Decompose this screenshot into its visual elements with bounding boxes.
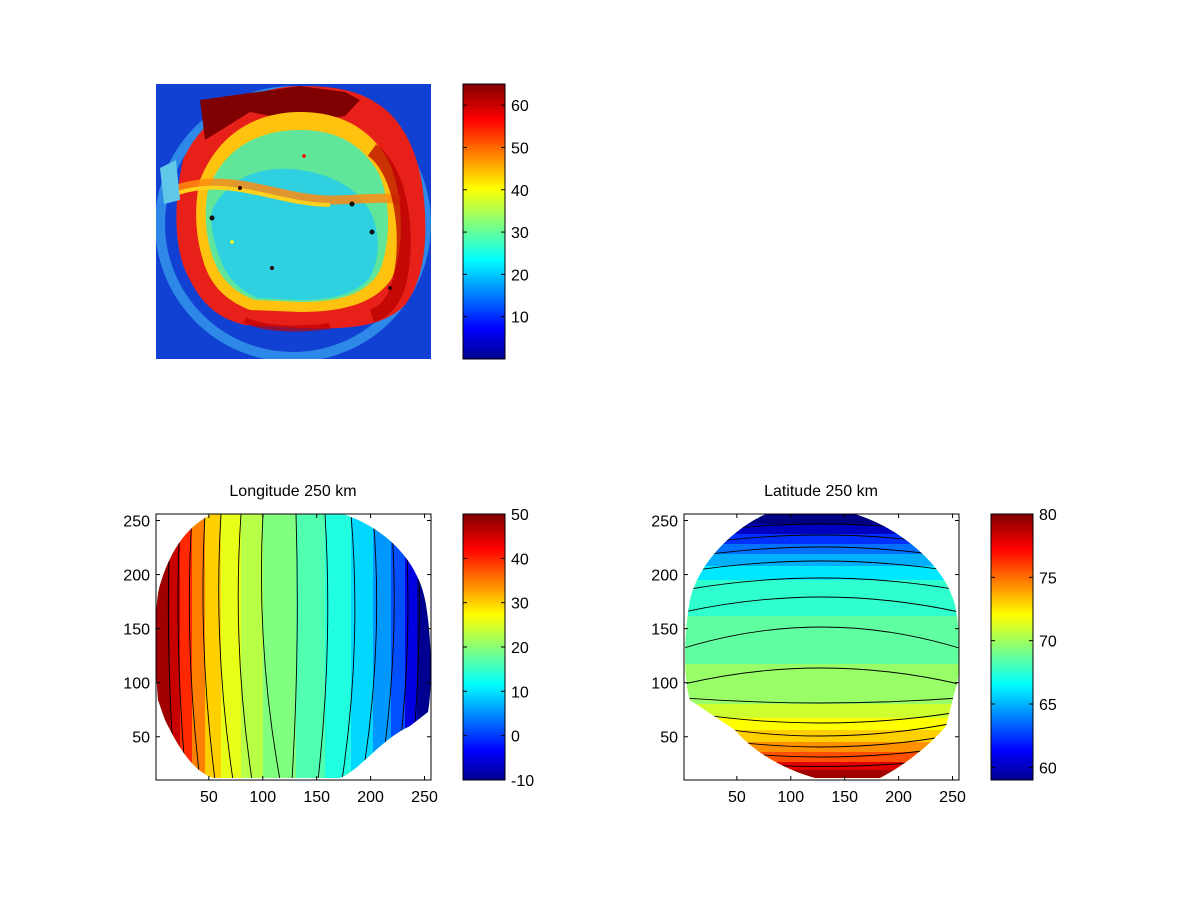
colorbar-tick-label: 20 xyxy=(511,640,529,657)
y-tick-label: 200 xyxy=(123,568,150,585)
colorbar-tick-label: 10 xyxy=(511,684,529,701)
colorbar-tick-label: 40 xyxy=(511,551,529,568)
x-tick-label: 100 xyxy=(249,789,276,806)
colorbar-tick-label: 10 xyxy=(511,310,529,327)
latitude-title: Latitude 250 km xyxy=(764,483,878,500)
longitude-colorbar xyxy=(462,513,506,781)
y-tick-label: 50 xyxy=(132,730,150,747)
y-tick-label: 250 xyxy=(123,513,150,530)
colorbar-tick-label: 75 xyxy=(1039,570,1057,587)
colorbar-tick-label: 60 xyxy=(1039,760,1057,777)
colorbar-tick-label: 70 xyxy=(1039,634,1057,651)
colorbar-tick-label: 65 xyxy=(1039,697,1057,714)
longitude-axis-ticks: 50 100 150 200 250 50 100 150 200 250 xyxy=(123,513,438,806)
colorbar-tick-label: 80 xyxy=(1039,507,1057,524)
y-tick-label: 100 xyxy=(123,676,150,693)
colorbar-tick-label: 50 xyxy=(511,507,529,524)
x-tick-label: 150 xyxy=(831,789,858,806)
colorbar-tick-label: 60 xyxy=(511,98,529,115)
colorbar-tick-label: 30 xyxy=(511,225,529,242)
colorbar-tick-label: 0 xyxy=(511,729,520,746)
x-tick-label: 250 xyxy=(939,789,966,806)
latitude-panel: Latitude 250 km xyxy=(651,483,1057,806)
colorbar-tick-label: 30 xyxy=(511,596,529,613)
x-tick-label: 250 xyxy=(411,789,438,806)
y-tick-label: 150 xyxy=(123,622,150,639)
colorbar-tick-label: 40 xyxy=(511,183,529,200)
x-tick-label: 200 xyxy=(357,789,384,806)
longitude-panel: Longitude 250 km xyxy=(123,483,534,806)
top-image-panel: 10 20 30 40 50 60 xyxy=(156,83,529,360)
top-image-heatmap xyxy=(156,84,431,359)
top-colorbar-ticks: 10 20 30 40 50 60 xyxy=(463,98,529,327)
latitude-colorbar xyxy=(990,513,1034,781)
top-colorbar xyxy=(462,83,506,360)
latitude-axes-frame xyxy=(683,513,960,781)
x-tick-label: 200 xyxy=(885,789,912,806)
colorbar-tick-label: -10 xyxy=(511,773,534,790)
y-tick-label: 200 xyxy=(651,568,678,585)
y-tick-label: 50 xyxy=(660,730,678,747)
x-tick-label: 150 xyxy=(303,789,330,806)
y-tick-label: 150 xyxy=(651,622,678,639)
latitude-axis-ticks: 50 100 150 200 250 50 100 150 200 250 xyxy=(651,513,966,806)
colorbar-tick-label: 50 xyxy=(511,140,529,157)
x-tick-label: 50 xyxy=(200,789,218,806)
y-tick-label: 100 xyxy=(651,676,678,693)
latitude-colorbar-ticks: 60 65 70 75 80 xyxy=(991,507,1057,777)
longitude-colorbar-ticks: -10 0 10 20 30 40 50 xyxy=(463,507,534,790)
x-tick-label: 50 xyxy=(728,789,746,806)
longitude-contour-fill xyxy=(156,514,431,778)
longitude-title: Longitude 250 km xyxy=(229,483,356,500)
colorbar-tick-label: 20 xyxy=(511,267,529,284)
y-tick-label: 250 xyxy=(651,513,678,530)
x-tick-label: 100 xyxy=(777,789,804,806)
longitude-axes-frame xyxy=(155,513,432,781)
